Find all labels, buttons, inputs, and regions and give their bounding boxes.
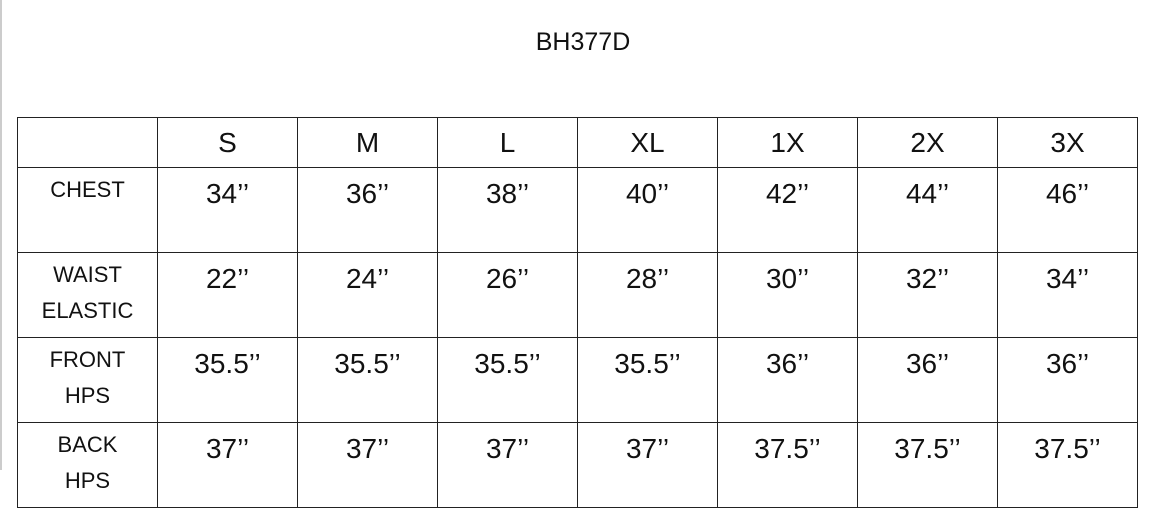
measurement-cell: 36’’	[297, 167, 438, 253]
measurement-cell: 37’’	[157, 422, 298, 508]
left-border	[0, 0, 2, 470]
row-label-line: ELASTIC	[41, 298, 134, 323]
measurement-cell: 35.5’’	[577, 337, 718, 423]
row-label-line: BACK	[57, 432, 118, 457]
table-row: FRONT HPS 35.5’’ 35.5’’ 35.5’’ 35.5’’ 36’’ 36’’…	[17, 337, 1138, 423]
row-label: BACK HPS	[17, 422, 158, 508]
measurement-cell: 37.5’’	[997, 422, 1138, 508]
size-header: S	[157, 117, 298, 168]
measurement-cell: 22’’	[157, 252, 298, 338]
measurement-cell: 35.5’’	[297, 337, 438, 423]
measurement-cell: 40’’	[577, 167, 718, 253]
size-chart-table: S M L XL 1X 2X 3X CHEST 34’’ 36’’ 38’’ 40’’ 42’’ 44’’…	[17, 117, 1138, 508]
table-row: CHEST 34’’ 36’’ 38’’ 40’’ 42’’ 44’’ 46’’	[17, 167, 1138, 253]
size-header: XL	[577, 117, 718, 168]
measurement-cell: 38’’	[437, 167, 578, 253]
measurement-cell: 46’’	[997, 167, 1138, 253]
row-label-line: HPS	[64, 383, 111, 408]
measurement-cell: 35.5’’	[157, 337, 298, 423]
measurement-cell: 34’’	[997, 252, 1138, 338]
measurement-cell: 36’’	[717, 337, 858, 423]
measurement-cell: 34’’	[157, 167, 298, 253]
row-label-line: CHEST	[50, 177, 125, 202]
table-row: BACK HPS 37’’ 37’’ 37’’ 37’’ 37.5’’ 37.5’’ 37.5’…	[17, 422, 1138, 508]
measurement-cell: 35.5’’	[437, 337, 578, 423]
measurement-cell: 37’’	[297, 422, 438, 508]
measurement-cell: 30’’	[717, 252, 858, 338]
row-label-line: FRONT	[49, 347, 126, 372]
row-label: CHEST	[17, 167, 158, 253]
measurement-cell: 37’’	[437, 422, 578, 508]
row-label-line: HPS	[64, 468, 111, 493]
measurement-cell: 37’’	[577, 422, 718, 508]
size-header: L	[437, 117, 578, 168]
corner-cell	[17, 117, 158, 168]
page-title: BH377D	[535, 28, 631, 56]
measurement-cell: 24’’	[297, 252, 438, 338]
measurement-cell: 36’’	[997, 337, 1138, 423]
measurement-cell: 36’’	[857, 337, 998, 423]
size-header: 3X	[997, 117, 1138, 168]
measurement-cell: 26’’	[437, 252, 578, 338]
header-row: S M L XL 1X 2X 3X	[17, 117, 1138, 168]
table-row: WAIST ELASTIC 22’’ 24’’ 26’’ 28’’ 30’’ 32’’ 34’’	[17, 252, 1138, 338]
measurement-cell: 42’’	[717, 167, 858, 253]
measurement-cell: 28’’	[577, 252, 718, 338]
size-header: 1X	[717, 117, 858, 168]
row-label: WAIST ELASTIC	[17, 252, 158, 338]
measurement-cell: 44’’	[857, 167, 998, 253]
measurement-cell: 37.5’’	[717, 422, 858, 508]
row-label: FRONT HPS	[17, 337, 158, 423]
row-label-line: WAIST	[53, 262, 122, 287]
size-header: 2X	[857, 117, 998, 168]
measurement-cell: 32’’	[857, 252, 998, 338]
size-header: M	[297, 117, 438, 168]
measurement-cell: 37.5’’	[857, 422, 998, 508]
